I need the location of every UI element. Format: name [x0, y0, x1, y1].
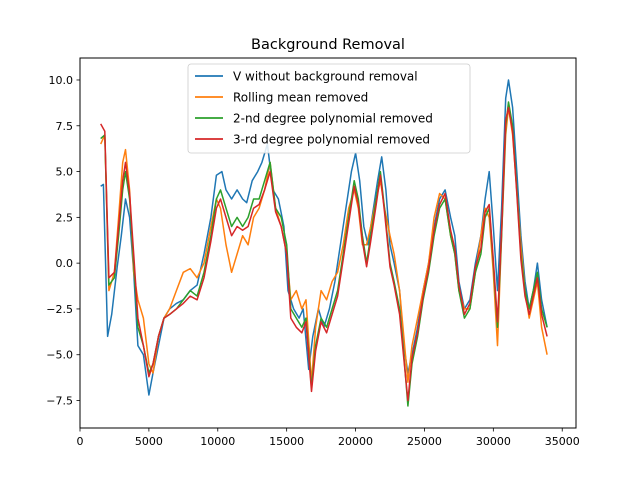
- x-tick-label: 15000: [269, 435, 304, 448]
- legend-label: 3-rd degree polynomial removed: [233, 133, 430, 147]
- y-tick-label: 10.0: [49, 74, 74, 87]
- y-axis: −7.5 −5.0 −2.5 0.0 2.5 5.0 7.5 10.0: [46, 74, 80, 408]
- x-tick-label: 10000: [200, 435, 235, 448]
- y-tick-label: 7.5: [56, 120, 74, 133]
- plot-frame: [79, 57, 577, 429]
- y-tick-label: 5.0: [56, 166, 74, 179]
- legend-label: Rolling mean removed: [233, 91, 368, 105]
- series-line-2: [100, 106, 548, 383]
- legend-label: 2-nd degree polynomial removed: [233, 112, 433, 126]
- legend-box: [187, 63, 471, 154]
- x-tick-label: 0: [77, 435, 84, 448]
- y-tick-label: −7.5: [46, 395, 73, 408]
- y-tick-label: 2.5: [56, 211, 74, 224]
- x-tick-label: 30000: [476, 435, 511, 448]
- x-tick-label: 20000: [338, 435, 373, 448]
- chart-title: Background Removal: [251, 37, 405, 53]
- y-tick-label: 0.0: [56, 257, 74, 270]
- y-tick-label: −2.5: [46, 303, 73, 316]
- legend-label: V without background removal: [233, 70, 418, 84]
- x-tick-label: 5000: [135, 435, 163, 448]
- x-tick-label: 35000: [545, 435, 580, 448]
- x-tick-label: 25000: [407, 435, 442, 448]
- legend: V without background removal Rolling mean…: [187, 63, 471, 154]
- x-axis: 0 5000 10000 15000 20000 25000 30000 35000: [77, 428, 580, 448]
- series-group: [100, 79, 548, 407]
- series-line-4: [100, 106, 548, 402]
- y-tick-label: −5.0: [46, 349, 73, 362]
